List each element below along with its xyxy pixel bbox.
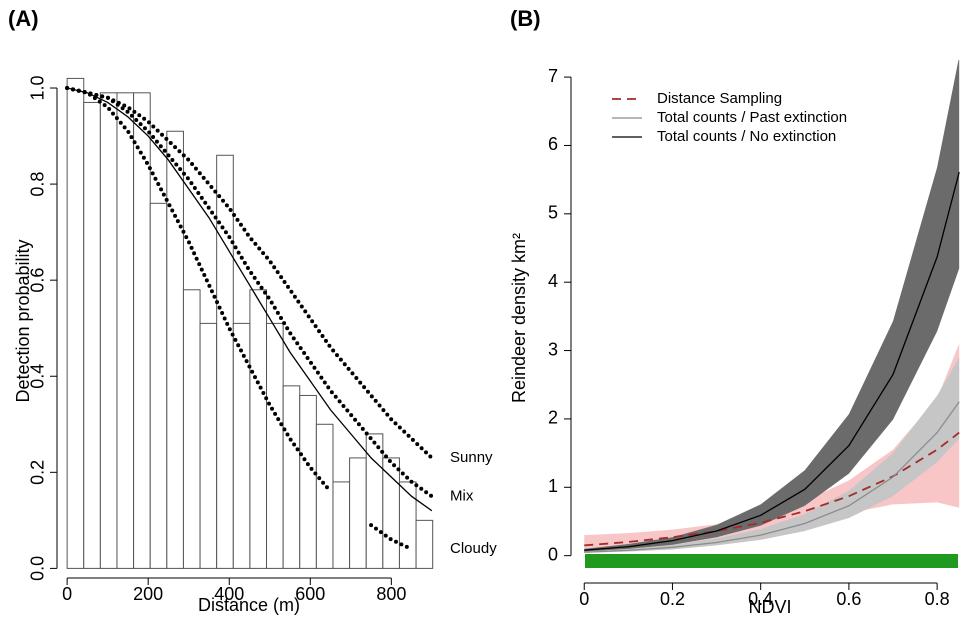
rug	[585, 554, 958, 568]
y-tick-label: 0.2	[28, 460, 48, 485]
x-tick-label: 800	[376, 584, 406, 604]
legend-label: Total counts / No extinction	[657, 128, 836, 145]
histogram-bar	[182, 289, 201, 569]
histogram-bar	[166, 130, 184, 569]
panel-label: (B)	[510, 6, 541, 31]
confidence-band	[584, 60, 960, 552]
histogram-bar	[266, 322, 284, 569]
panel-label: (A)	[8, 6, 39, 31]
y-axis-title: Reindeer density km²	[509, 233, 529, 403]
x-tick-label: 0.2	[660, 589, 685, 609]
x-tick-label: 0.8	[925, 589, 950, 609]
y-tick-label: 0.4	[28, 364, 48, 389]
curve-label: Cloudy	[450, 540, 497, 557]
x-tick-label: 0	[579, 589, 589, 609]
x-tick-label: 200	[133, 584, 163, 604]
histogram-bar	[66, 77, 85, 569]
histogram-bar	[199, 322, 218, 569]
y-tick-label: 4	[548, 271, 558, 291]
legend-label: Distance Sampling	[657, 90, 782, 107]
histogram-bar	[149, 202, 168, 569]
detection-curve	[65, 86, 434, 499]
histogram-bar	[315, 423, 334, 569]
density-curve	[584, 401, 960, 553]
histogram-bar	[365, 433, 384, 569]
histogram-bar	[216, 154, 234, 569]
histogram-bar	[249, 289, 268, 569]
histogram-bar	[116, 92, 135, 569]
plot-area	[584, 60, 960, 553]
histogram-bar	[282, 385, 301, 569]
curve-label: Mix	[450, 487, 474, 504]
y-tick-label: 2	[548, 408, 558, 428]
histogram-bar	[398, 481, 417, 569]
y-tick-label: 7	[548, 66, 558, 86]
y-axis-title: Detection probability	[13, 239, 33, 402]
histogram-bar	[382, 457, 400, 569]
histogram-bar	[332, 481, 351, 569]
histogram-bar	[299, 394, 317, 569]
histogram-bar	[415, 519, 434, 569]
histogram-bar	[83, 101, 101, 569]
legend-label: Total counts / Past extinction	[657, 109, 847, 126]
histogram-bar	[349, 457, 367, 569]
x-axis-title: Distance (m)	[198, 595, 300, 615]
density-curve	[584, 171, 960, 551]
y-tick-label: 1.0	[28, 76, 48, 101]
detection-curve	[66, 87, 433, 512]
x-tick-label: 400	[214, 584, 244, 604]
detection-curve	[65, 86, 434, 460]
x-tick-label: 0	[62, 584, 72, 604]
curve-label: Sunny	[450, 449, 493, 466]
x-axis-title: NDVI	[748, 597, 791, 617]
y-tick-label: 6	[548, 134, 558, 154]
x-tick-label: 0.4	[748, 589, 773, 609]
y-tick-label: 0.8	[28, 172, 48, 197]
x-tick-label: 600	[295, 584, 325, 604]
y-tick-label: 0	[548, 544, 558, 564]
y-tick-label: 5	[548, 203, 558, 223]
x-tick-label: 0.6	[836, 589, 861, 609]
y-tick-label: 3	[548, 339, 558, 359]
confidence-band	[584, 357, 960, 553]
y-tick-label: 0.6	[28, 268, 48, 293]
histogram-bar	[99, 92, 118, 569]
detection-curve	[65, 86, 414, 552]
y-tick-label: 0.0	[28, 556, 48, 581]
y-tick-label: 1	[548, 476, 558, 496]
density-curve	[584, 431, 960, 547]
